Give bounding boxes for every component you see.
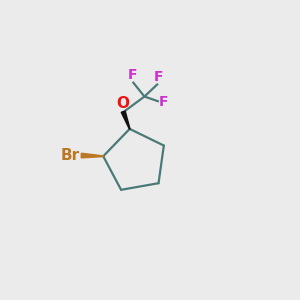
Text: F: F xyxy=(128,68,137,82)
Polygon shape xyxy=(121,111,130,129)
Text: Br: Br xyxy=(60,148,80,163)
Text: F: F xyxy=(159,94,169,109)
Text: F: F xyxy=(153,70,163,84)
Text: O: O xyxy=(117,96,130,111)
Polygon shape xyxy=(81,153,103,158)
